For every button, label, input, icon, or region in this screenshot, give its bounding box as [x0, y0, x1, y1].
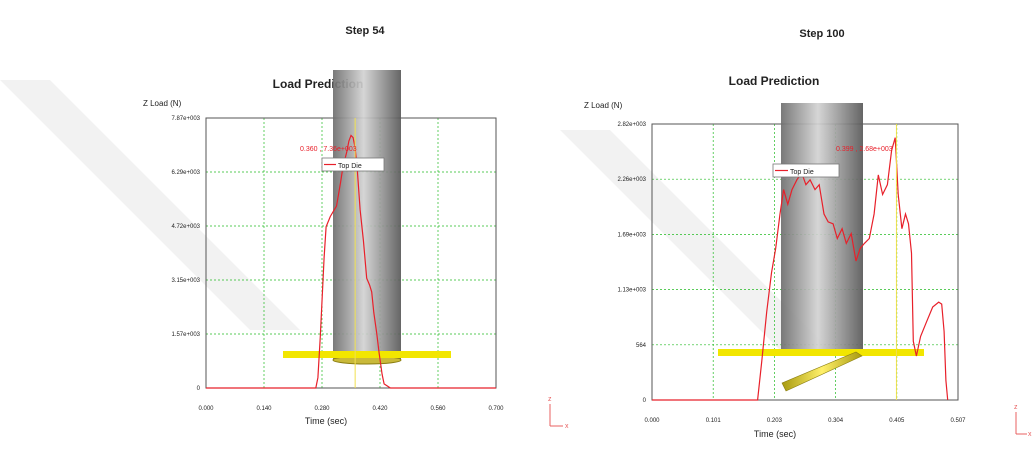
y-tick-label: 0: [643, 398, 647, 404]
y-tick-label: 6.29e+003: [171, 170, 200, 176]
y-tick-label: 0: [197, 386, 201, 392]
legend-box: Top Die: [321, 157, 385, 172]
y-tick-label: 7.87e+003: [171, 116, 200, 122]
workpiece-bar: [283, 351, 451, 358]
y-tick-label: 564: [636, 343, 647, 349]
y-tick-label: 1.57e+003: [171, 332, 200, 338]
top-die-cylinder: [333, 70, 401, 360]
watermark: [0, 80, 830, 350]
x-tick-label: 0.101: [706, 418, 722, 424]
top-die-cylinder: [781, 103, 863, 355]
x-tick-label: 0.140: [256, 406, 272, 412]
workpiece-bar: [718, 349, 924, 356]
y-tick-label: 1.69e+003: [617, 232, 646, 238]
svg-text:x: x: [1028, 431, 1032, 438]
legend-label: Top Die: [338, 163, 362, 170]
y-tick-label: 2.26e+003: [617, 177, 646, 183]
svg-text:z: z: [1014, 404, 1018, 411]
x-tick-label: 0.507: [950, 418, 966, 424]
legend-box: Top Die: [772, 163, 840, 178]
x-tick-label: 0.304: [828, 418, 844, 424]
series-line-top-die: [652, 137, 949, 401]
annotation-label: 0.360 , 7.36e+003: [300, 146, 357, 153]
legend-label: Top Die: [790, 169, 814, 176]
x-tick-label: 0.203: [767, 418, 783, 424]
y-tick-label: 2.82e+003: [617, 122, 646, 128]
step-label: Step 54: [345, 25, 385, 37]
chart-step-100: Step 100 Load Prediction Z Load (N) Time…: [584, 28, 1032, 439]
chart-title: Load Prediction: [729, 74, 820, 88]
x-tick-label: 0.405: [889, 418, 905, 424]
series-line-top-die: [206, 134, 496, 389]
axis-triad-icon: z x: [1014, 404, 1032, 438]
x-axis-label: Time (sec): [754, 429, 796, 439]
y-axis-label: Z Load (N): [143, 99, 182, 108]
deformed-workpiece: [781, 351, 863, 392]
svg-text:z: z: [548, 396, 552, 403]
svg-text:x: x: [565, 423, 569, 430]
axis-triad-icon: z x: [548, 396, 569, 430]
chart-step-54: Step 54 Load Prediction Z Load (N) Time …: [143, 25, 569, 430]
y-axis-label: Z Load (N): [584, 101, 623, 110]
x-tick-label: 0.560: [430, 406, 446, 412]
x-axis-label: Time (sec): [305, 416, 347, 426]
x-tick-label: 0.420: [372, 406, 388, 412]
annotation-label: 0.399 , 2.68e+003: [836, 146, 893, 153]
step-label: Step 100: [799, 28, 844, 40]
x-tick-label: 0.000: [644, 418, 660, 424]
x-tick-label: 0.000: [198, 406, 214, 412]
y-tick-label: 3.15e+003: [171, 278, 200, 284]
x-tick-label: 0.700: [488, 406, 504, 412]
x-tick-label: 0.280: [314, 406, 330, 412]
y-tick-label: 1.13e+003: [617, 288, 646, 294]
y-tick-label: 4.72e+003: [171, 224, 200, 230]
